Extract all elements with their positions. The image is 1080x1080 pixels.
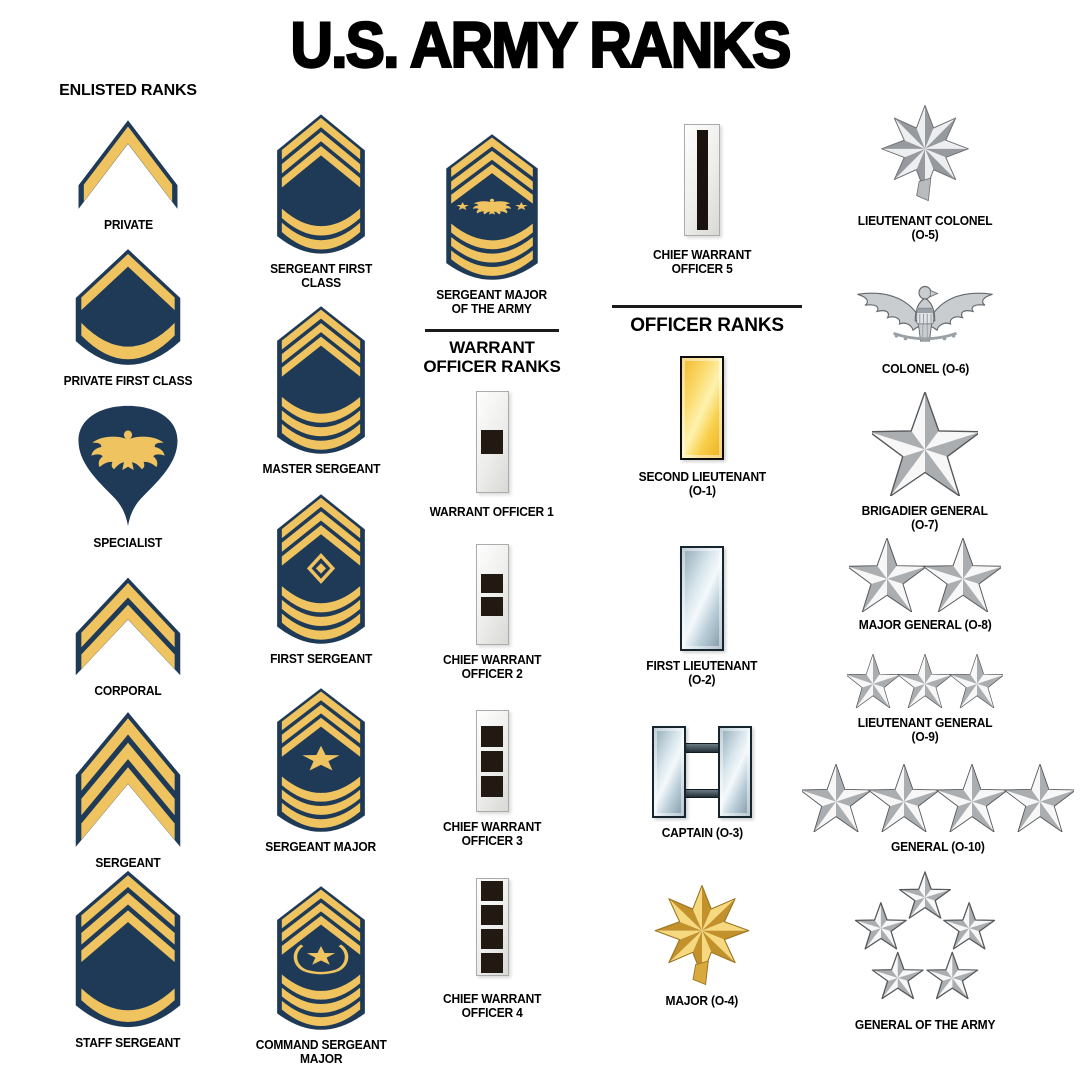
rank-item-private: PRIVATE — [43, 116, 213, 232]
single-chevron-insignia — [75, 116, 181, 212]
rank-label: COMMAND SERGEANT MAJOR — [255, 1038, 387, 1066]
rank-label: STAFF SERGEANT — [75, 1036, 181, 1050]
chevrons-diamond-insignia — [274, 492, 368, 646]
warrant-bar-2-squares-insignia — [475, 544, 509, 645]
warrant-bar-4-squares-insignia — [475, 878, 509, 976]
one-silver-star-insignia — [872, 392, 978, 496]
rank-item-major: MAJOR (O-4) — [617, 882, 787, 1008]
rank-label: CORPORAL — [94, 684, 162, 698]
gold-oak-leaf-insignia — [648, 882, 756, 988]
chevrons-star-insignia — [274, 686, 368, 834]
rank-item-first-sergeant: FIRST SERGEANT — [236, 492, 406, 666]
rank-label: MAJOR GENERAL (O-8) — [858, 618, 992, 632]
rank-item-chief-warrant-officer-2: CHIEF WARRANT OFFICER 2 — [407, 544, 577, 681]
rank-label: SERGEANT MAJOR OF THE ARMY — [436, 288, 548, 316]
officer-section-divider — [612, 305, 802, 308]
rank-item-warrant-officer-1: WARRANT OFFICER 1 — [407, 391, 577, 519]
specialist-eagle-insignia — [73, 402, 183, 530]
rank-label: GENERAL (O-10) — [891, 840, 985, 854]
rank-label: MAJOR (O-4) — [665, 994, 739, 1008]
warrant-section-divider — [425, 329, 559, 332]
chevrons-wreath-star-insignia — [274, 884, 368, 1032]
rank-label: CHIEF WARRANT OFFICER 5 — [652, 248, 752, 276]
rank-label: FIRST SERGEANT — [269, 652, 372, 666]
warrant-ranks-header: WARRANT OFFICER RANKS — [423, 338, 561, 377]
rank-item-command-sergeant-major: COMMAND SERGEANT MAJOR — [236, 884, 406, 1066]
rank-label: WARRANT OFFICER 1 — [429, 505, 555, 519]
rank-item-sergeant-major: SERGEANT MAJOR — [236, 686, 406, 854]
rank-item-sergeant: SERGEANT — [43, 708, 213, 870]
rank-label: PRIVATE — [103, 218, 153, 232]
rank-item-colonel: COLONEL (O-6) — [840, 274, 1010, 376]
chevrons-one-rocker-insignia — [72, 868, 184, 1030]
enlisted-ranks-header: ENLISTED RANKS — [59, 82, 197, 99]
rank-label: CHIEF WARRANT OFFICER 4 — [442, 992, 542, 1020]
rank-label: MASTER SERGEANT — [262, 462, 380, 476]
rank-item-sergeant-major-of-the-army: SERGEANT MAJOR OF THE ARMY — [407, 132, 577, 316]
rank-label: SPECIALIST — [93, 536, 163, 550]
rank-item-lieutenant-colonel: LIEUTENANT COLONEL (O-5) — [840, 102, 1010, 242]
rank-item-master-sergeant: MASTER SERGEANT — [236, 304, 406, 476]
rank-label: SERGEANT — [95, 856, 161, 870]
silver-oak-leaf-insignia — [875, 102, 975, 204]
rank-item-chief-warrant-officer-4: CHIEF WARRANT OFFICER 4 — [407, 878, 577, 1020]
double-silver-bar-insignia — [652, 726, 752, 818]
rank-item-chief-warrant-officer-3: CHIEF WARRANT OFFICER 3 — [407, 710, 577, 848]
rank-item-staff-sergeant: STAFF SERGEANT — [43, 868, 213, 1050]
rank-item-general-of-the-army: GENERAL OF THE ARMY — [840, 870, 1010, 1032]
chevrons-two-rockers-insignia — [274, 112, 368, 256]
rank-label: SERGEANT FIRST CLASS — [269, 262, 372, 290]
chevrons-three-rockers-insignia — [274, 304, 368, 456]
rank-item-lieutenant-general: LIEUTENANT GENERAL (O-9) — [840, 654, 1010, 744]
warrant-bar-1-square-insignia — [475, 391, 509, 493]
rank-item-sergeant-first-class: SERGEANT FIRST CLASS — [236, 112, 406, 290]
rank-item-brigadier-general: BRIGADIER GENERAL (O-7) — [840, 392, 1010, 532]
chevron-rocker-insignia — [72, 246, 184, 368]
silver-eagle-insignia — [850, 274, 1000, 352]
three-silver-stars-insignia — [847, 654, 1003, 708]
rank-label: FIRST LIEUTENANT (O-2) — [646, 659, 758, 687]
rank-item-corporal: CORPORAL — [43, 574, 213, 698]
double-chevron-insignia — [72, 574, 184, 678]
rank-item-general: GENERAL (O-10) — [798, 764, 1078, 854]
warrant-bar-stripe-insignia — [684, 124, 720, 236]
rank-item-captain: CAPTAIN (O-3) — [617, 726, 787, 840]
rank-label: CAPTAIN (O-3) — [661, 826, 743, 840]
rank-label: GENERAL OF THE ARMY — [854, 1018, 996, 1032]
rank-label: LIEUTENANT COLONEL (O-5) — [857, 214, 993, 242]
page-title: U.S. ARMY RANKS — [289, 8, 792, 82]
rank-label: CHIEF WARRANT OFFICER 2 — [442, 653, 542, 681]
rank-label: LIEUTENANT GENERAL (O-9) — [857, 716, 993, 744]
rank-label: BRIGADIER GENERAL (O-7) — [861, 504, 989, 532]
warrant-bar-3-squares-insignia — [475, 710, 509, 812]
silver-bar-insignia — [680, 546, 724, 651]
officer-ranks-header: OFFICER RANKS — [630, 315, 784, 336]
rank-item-chief-warrant-officer-5: CHIEF WARRANT OFFICER 5 — [617, 124, 787, 276]
rank-item-specialist: SPECIALIST — [43, 402, 213, 550]
rank-label: SERGEANT MAJOR — [265, 840, 377, 854]
rank-item-first-lieutenant: FIRST LIEUTENANT (O-2) — [617, 546, 787, 687]
five-star-pentagon-insignia — [846, 870, 1004, 1012]
rank-item-major-general: MAJOR GENERAL (O-8) — [840, 538, 1010, 632]
rank-label: CHIEF WARRANT OFFICER 3 — [442, 820, 542, 848]
rank-label: PRIVATE FIRST CLASS — [63, 374, 193, 388]
rank-item-private-first-class: PRIVATE FIRST CLASS — [43, 246, 213, 388]
chevrons-eagle-stars-insignia — [443, 132, 541, 282]
triple-chevron-insignia — [72, 708, 184, 850]
rank-label: SECOND LIEUTENANT (O-1) — [638, 470, 766, 498]
rank-label: COLONEL (O-6) — [881, 362, 969, 376]
rank-item-second-lieutenant: SECOND LIEUTENANT (O-1) — [617, 356, 787, 498]
four-silver-stars-insignia — [802, 764, 1074, 832]
gold-bar-insignia — [680, 356, 724, 460]
two-silver-stars-insignia — [849, 538, 1001, 612]
